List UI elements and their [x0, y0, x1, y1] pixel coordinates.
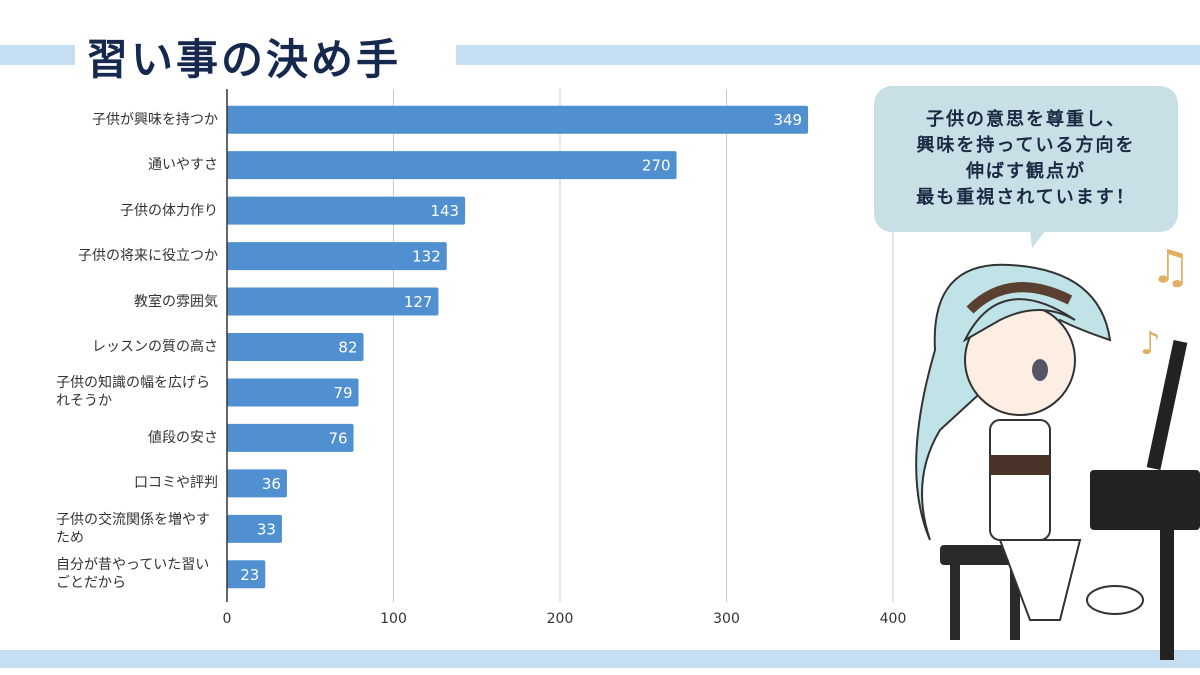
bottom-band — [0, 650, 1200, 668]
y-tick-label: 子供の体力作り — [120, 202, 218, 219]
x-tick-label: 100 — [380, 611, 407, 627]
y-tick-label-box: 子供の知識の幅を広げられそうか — [40, 372, 218, 412]
bubble-line: 子供の意思を尊重し、 — [926, 109, 1126, 130]
bar — [227, 560, 266, 589]
bar — [227, 333, 364, 361]
bar — [227, 287, 439, 316]
y-tick-label: 値段の安さ — [148, 429, 218, 446]
y-tick-label-box: 教室の雰囲気 — [40, 282, 218, 322]
value-label: 143 — [430, 202, 459, 220]
y-tick-label: 通いやすさ — [148, 157, 218, 174]
speech-bubble: 子供の意思を尊重し、 興味を持っている方向を 伸ばす観点が最も重視されています！ — [874, 86, 1178, 232]
y-tick-label-box: 子供の交流関係を増やすため — [40, 509, 218, 549]
svg-text:♪: ♪ — [1140, 324, 1160, 362]
y-tick-label: 子供の知識の幅を広げられそうか — [56, 375, 210, 410]
y-tick-label-box: 自分が昔やっていた習いごとだから — [40, 554, 218, 594]
value-label: 79 — [333, 384, 352, 402]
x-tick-label: 200 — [547, 611, 574, 627]
y-tick-label: 自分が昔やっていた習いごとだから — [56, 557, 210, 592]
bar — [227, 423, 354, 452]
value-label: 132 — [412, 248, 441, 266]
value-label: 76 — [328, 429, 347, 447]
value-label: 127 — [404, 293, 433, 311]
value-label: 23 — [240, 566, 259, 584]
value-label: 33 — [257, 520, 276, 538]
bar — [227, 151, 677, 180]
x-tick-label: 400 — [880, 611, 907, 627]
bubble-line: 最も重視されています！ — [916, 187, 1136, 208]
value-label: 36 — [262, 475, 281, 493]
y-tick-label-box: 子供が興味を持つか — [40, 100, 218, 140]
bar — [227, 196, 466, 225]
value-label: 82 — [338, 339, 357, 357]
bubble-line: 興味を持っている方向を — [916, 135, 1136, 156]
y-tick-label: 口コミや評判 — [134, 475, 218, 492]
y-tick-label-box: レッスンの質の高さ — [40, 327, 218, 367]
bubble-line: 伸ばす観点が — [966, 161, 1086, 182]
y-tick-label: レッスンの質の高さ — [92, 339, 218, 355]
title-band — [456, 45, 1200, 65]
value-label: 349 — [773, 111, 802, 129]
value-label: 270 — [642, 157, 671, 175]
y-tick-label-box: 通いやすさ — [40, 145, 218, 185]
chart-title: 習い事の決め手 — [86, 35, 402, 84]
y-tick-label: 子供が興味を持つか — [92, 111, 218, 128]
y-tick-label: 子供の交流関係を増やすため — [56, 511, 210, 546]
bar — [227, 514, 282, 543]
bar — [227, 469, 287, 498]
y-tick-label-box: 子供の将来に役立つか — [40, 236, 218, 276]
svg-text:♫: ♫ — [1150, 240, 1191, 294]
y-tick-label: 教室の雰囲気 — [134, 293, 218, 310]
bar — [227, 378, 359, 407]
y-tick-label: 子供の将来に役立つか — [78, 248, 218, 265]
title-band — [0, 45, 75, 65]
x-tick-label: 300 — [713, 611, 740, 627]
bar — [227, 105, 809, 134]
illustration: ♫ ♪ — [915, 240, 1200, 660]
x-tick-label: 0 — [223, 611, 232, 627]
y-tick-label-box: 口コミや評判 — [40, 463, 218, 503]
y-tick-label-box: 子供の体力作り — [40, 191, 218, 231]
bar — [227, 242, 447, 271]
bubble-tail — [1030, 230, 1046, 248]
y-tick-label-box: 値段の安さ — [40, 418, 218, 458]
